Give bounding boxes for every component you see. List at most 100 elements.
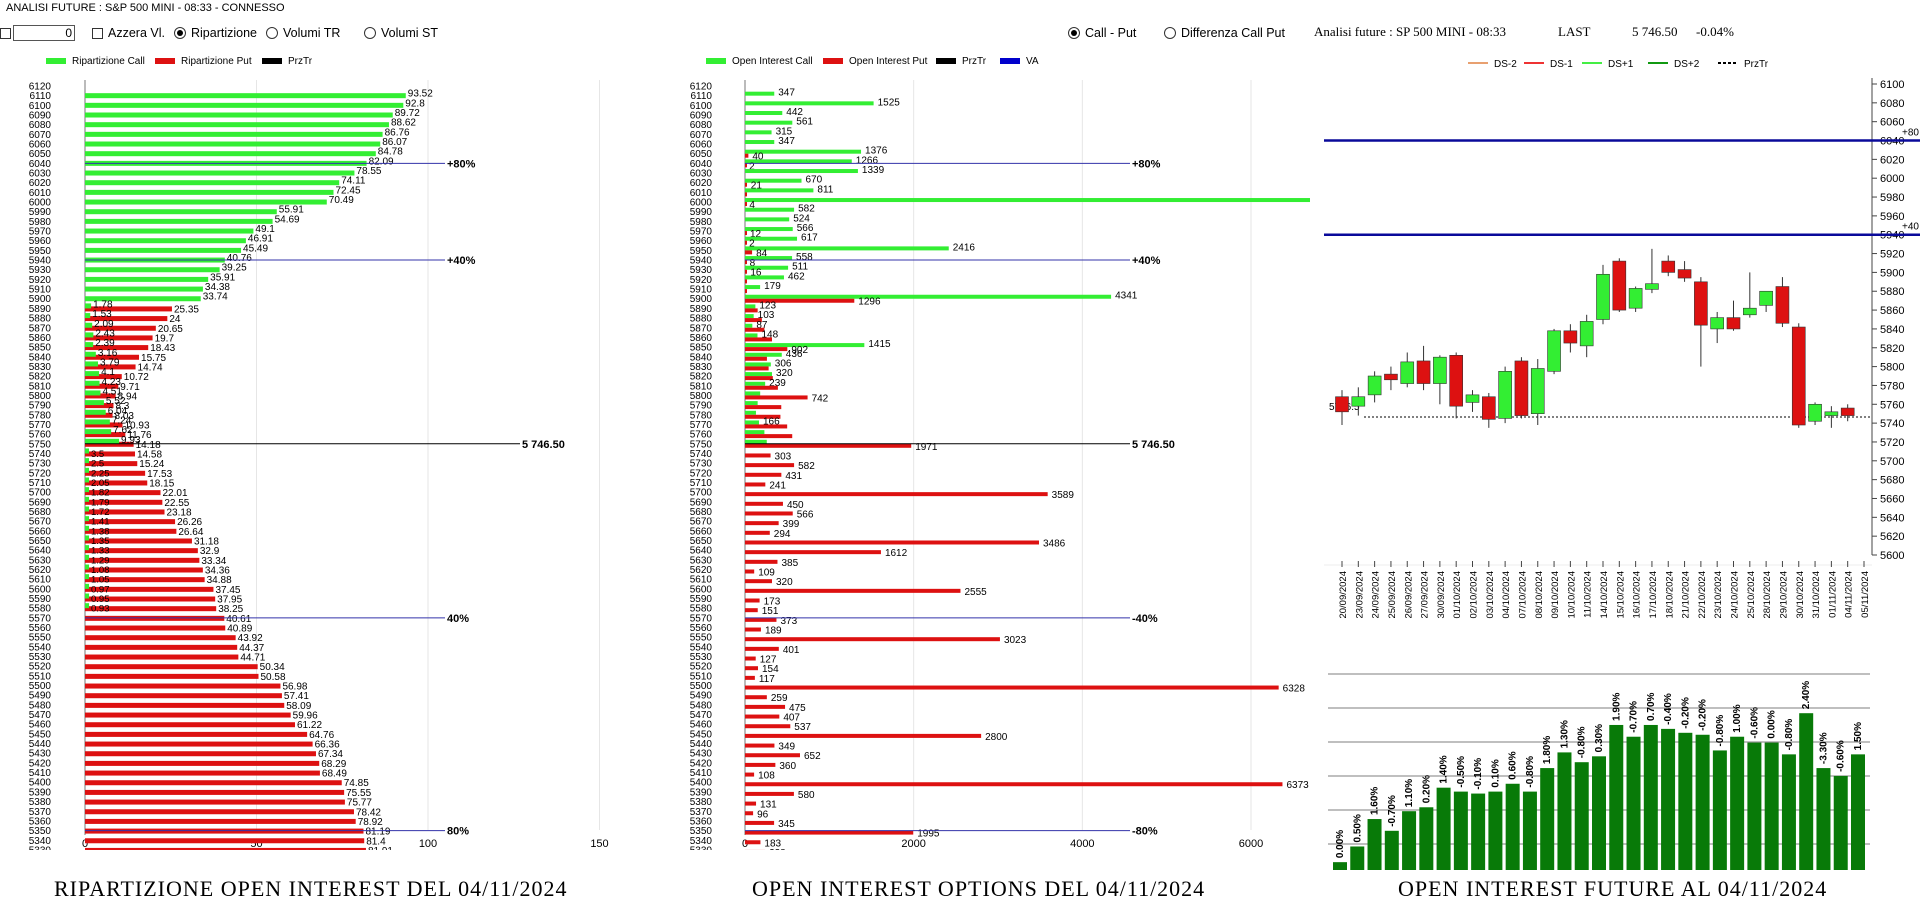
oi-bar xyxy=(1350,846,1365,870)
candle-body xyxy=(1482,396,1496,420)
spin-checkbox[interactable] xyxy=(0,27,11,39)
small-value-label: 1.82 xyxy=(91,488,110,499)
x-tick-label: 22/10/2024 xyxy=(1697,571,1708,619)
put-bar xyxy=(85,480,148,486)
radio-volumi-st[interactable]: Volumi ST xyxy=(364,24,438,42)
put-bar xyxy=(85,683,281,689)
put-bar xyxy=(745,791,794,796)
strike-label: 5920 xyxy=(690,275,713,286)
strike-label: 5640 xyxy=(690,546,713,557)
put-bar xyxy=(745,240,747,245)
put-value-label: 16 xyxy=(750,268,762,279)
put-value-label: 10.93 xyxy=(124,420,149,431)
strike-label: 5710 xyxy=(29,478,52,489)
call-bar xyxy=(745,140,775,145)
radio-call-put[interactable]: Call - Put xyxy=(1068,24,1136,42)
title-middle: OPEN INTEREST OPTIONS DEL 04/11/2024 xyxy=(752,876,1206,901)
strike-label: 5600 xyxy=(690,584,713,595)
strike-label: 5720 xyxy=(29,468,52,479)
y-tick-label: 5720 xyxy=(1880,437,1904,449)
call-value-label: 74.11 xyxy=(341,176,366,187)
strike-label: 5460 xyxy=(690,720,713,731)
put-value-label: 902 xyxy=(791,345,808,356)
put-bar xyxy=(85,751,316,757)
put-bar xyxy=(745,840,761,845)
number-input-group[interactable] xyxy=(0,24,75,42)
call-bar xyxy=(85,141,381,147)
put-value-label: 56.98 xyxy=(282,682,307,693)
put-bar xyxy=(745,579,772,584)
strike-label: 5440 xyxy=(690,739,713,750)
put-value-label: 399 xyxy=(783,519,800,530)
put-bar xyxy=(745,298,855,303)
strike-label: 5920 xyxy=(29,275,52,286)
put-value-label: 131 xyxy=(760,800,777,811)
put-bar xyxy=(85,693,282,699)
put-bar xyxy=(85,306,172,312)
x-tick-label: 01/11/2024 xyxy=(1827,571,1838,618)
put-bar xyxy=(745,627,761,632)
strike-label: 5470 xyxy=(29,710,52,721)
x-tick-label: 03/10/2024 xyxy=(1485,571,1496,619)
strike-label: 5500 xyxy=(690,681,713,692)
oi-bar xyxy=(1799,713,1814,870)
x-tick-label: 16/10/2024 xyxy=(1632,571,1643,619)
call-bar xyxy=(745,169,858,174)
call-bar xyxy=(745,178,802,183)
call-bar xyxy=(745,159,852,164)
call-value-label: 46.91 xyxy=(248,234,273,245)
oi-bar-label: 0.00% xyxy=(1767,710,1778,738)
number-input[interactable] xyxy=(13,25,75,41)
radio-diff-call-put[interactable]: Differenza Call Put xyxy=(1164,24,1285,42)
put-value-label: 75.55 xyxy=(346,788,371,799)
put-bar xyxy=(85,799,345,805)
call-value-label: 93.52 xyxy=(408,89,433,100)
put-value-label: 12 xyxy=(750,229,762,240)
call-bar xyxy=(85,151,376,157)
x-tick-label: 2000 xyxy=(901,838,925,850)
marker-label: -80% xyxy=(1132,826,1158,838)
put-value-label: 61.22 xyxy=(297,720,322,731)
oi-bar-label: 2.40% xyxy=(1801,681,1812,709)
azzera-checkbox[interactable]: Azzera Vl. xyxy=(92,24,165,42)
call-bar xyxy=(85,247,242,253)
put-value-label: 3023 xyxy=(1004,635,1027,646)
strike-label: 5530 xyxy=(690,652,713,663)
put-bar xyxy=(745,163,747,168)
small-value-label: 0.95 xyxy=(91,594,110,605)
y-tick-label: 5820 xyxy=(1880,343,1904,355)
call-bar xyxy=(745,323,753,328)
put-value-label: 407 xyxy=(783,713,800,724)
oi-bar xyxy=(1384,830,1399,870)
call-bar xyxy=(745,265,789,270)
put-value-label: 43.92 xyxy=(238,633,263,644)
strike-label: 5440 xyxy=(29,739,52,750)
oi-bar-label: 1.10% xyxy=(1404,779,1415,807)
radio-diff-call-put-label: Differenza Call Put xyxy=(1181,26,1285,40)
put-bar xyxy=(745,724,791,729)
candle-body xyxy=(1775,286,1790,324)
strike-label: 5430 xyxy=(29,749,52,760)
y-tick-label: 6080 xyxy=(1880,98,1904,110)
call-bar xyxy=(85,276,209,282)
put-bar xyxy=(85,557,200,563)
put-bar xyxy=(85,567,203,573)
strike-label: 5610 xyxy=(690,575,713,586)
oi-bar-label: 1.00% xyxy=(1732,704,1743,732)
put-bar xyxy=(745,762,776,767)
call-value-label: 39.25 xyxy=(222,263,247,274)
y-tick-label: 6060 xyxy=(1880,117,1904,129)
put-bar xyxy=(85,335,153,341)
small-value-label: 0.93 xyxy=(91,604,110,615)
strike-label: 6060 xyxy=(690,140,713,151)
radio-ripartizione[interactable]: Ripartizione xyxy=(174,24,257,42)
x-tick-label: 23/09/2024 xyxy=(1354,571,1365,619)
y-tick-label: 6100 xyxy=(1880,79,1904,91)
y-tick-label: 5880 xyxy=(1880,286,1904,298)
radio-call-put-label: Call - Put xyxy=(1085,26,1137,40)
radio-off-icon xyxy=(266,27,278,39)
put-bar xyxy=(745,637,1000,642)
put-bar xyxy=(745,530,770,535)
radio-volumi-tr[interactable]: Volumi TR xyxy=(266,24,340,42)
put-bar xyxy=(745,327,765,332)
